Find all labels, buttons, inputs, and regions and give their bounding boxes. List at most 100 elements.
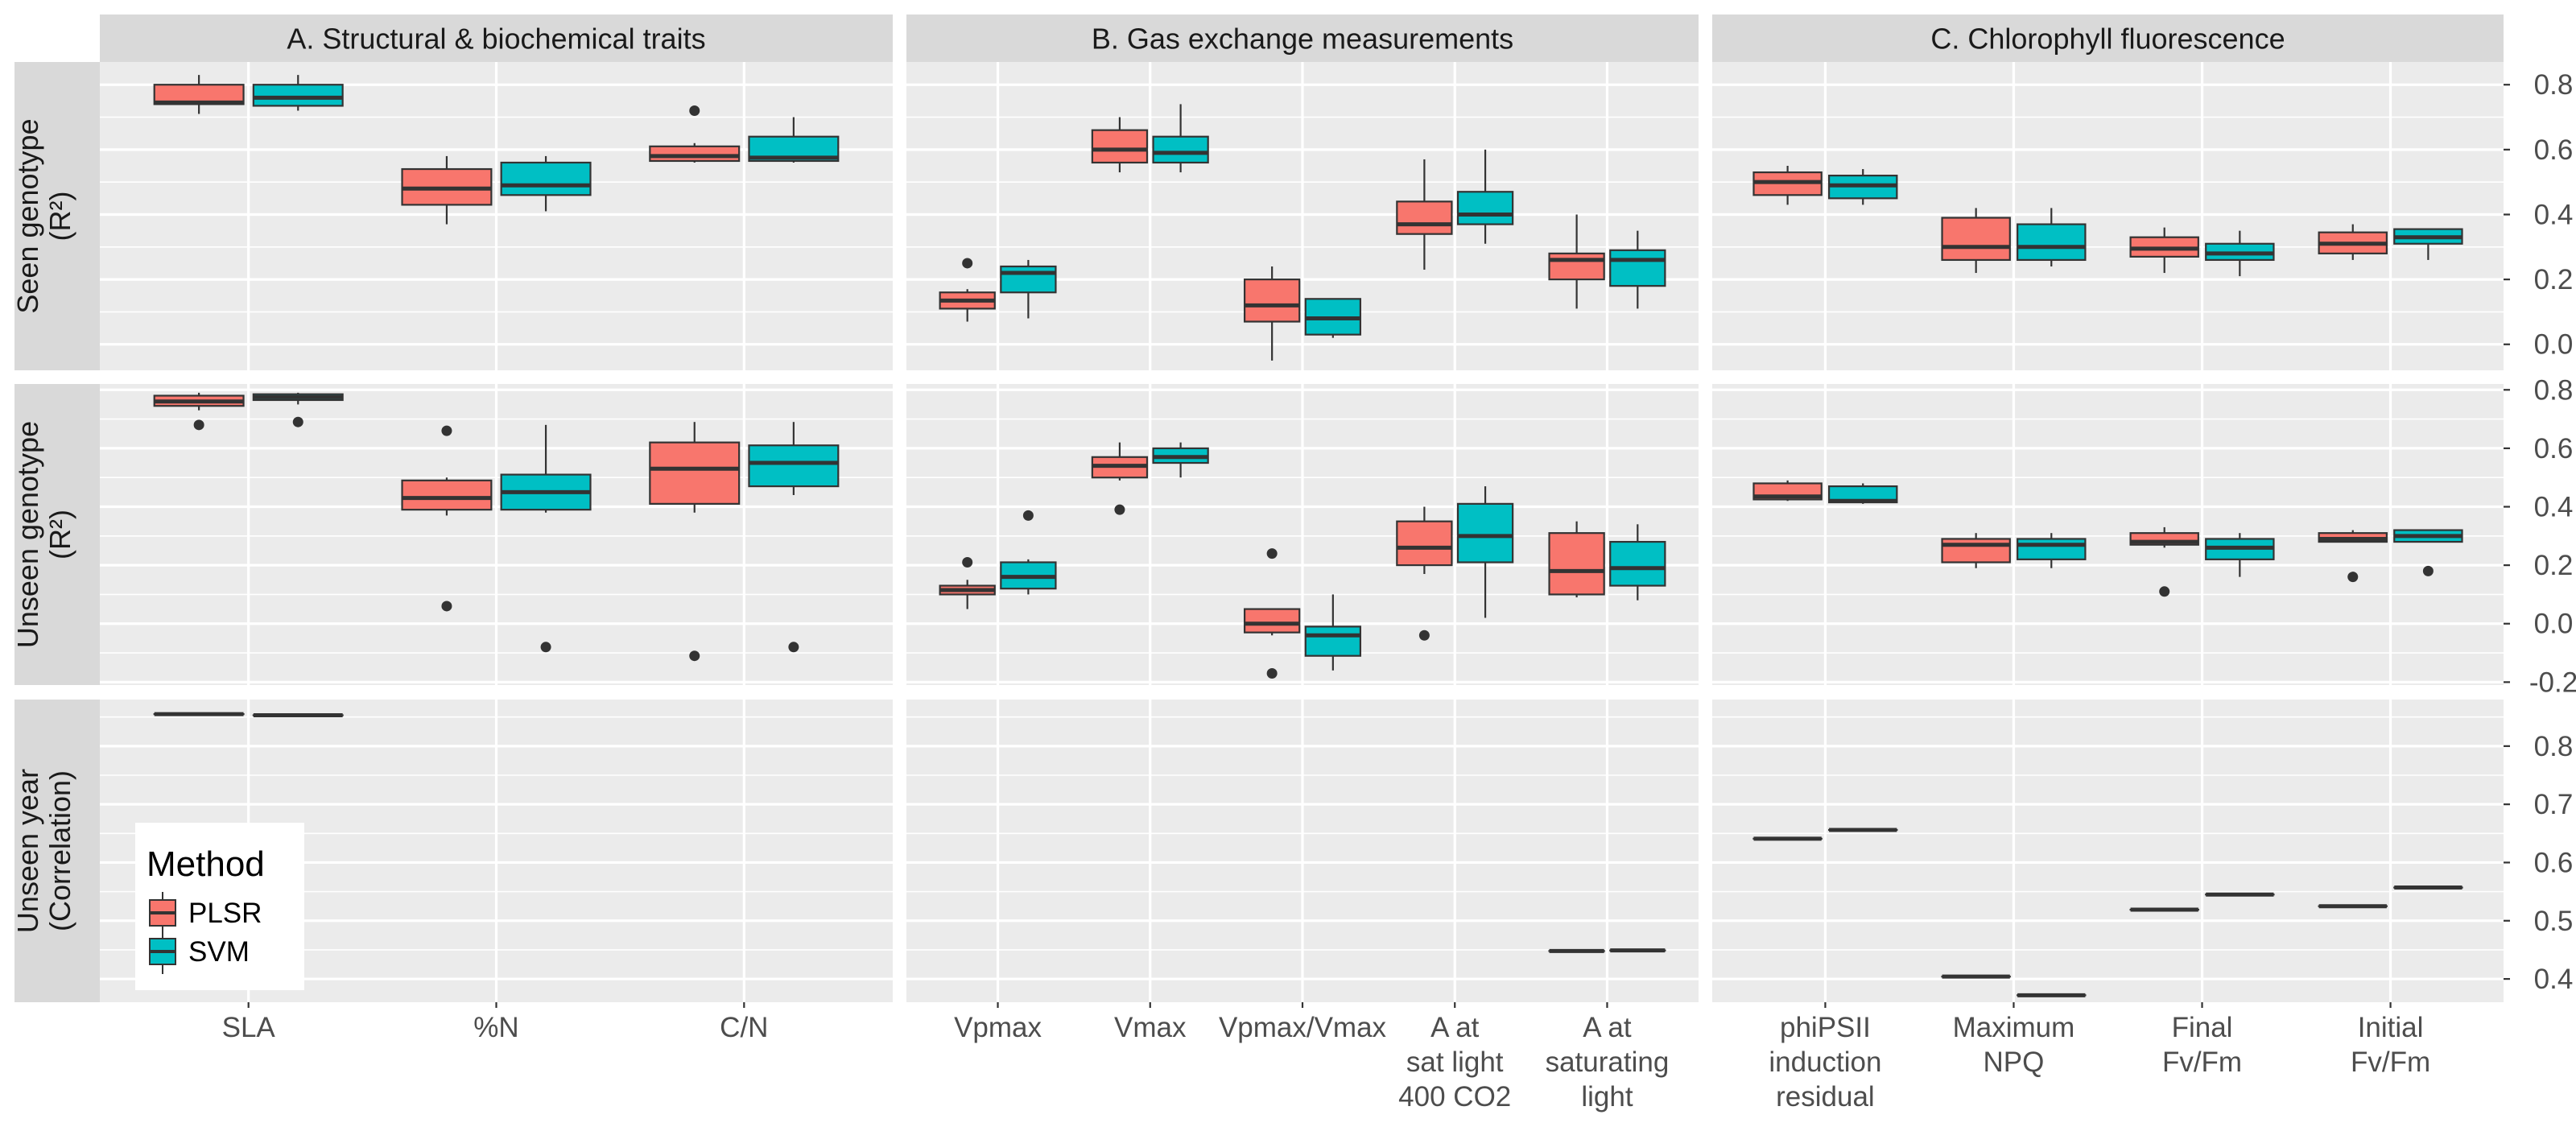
outlier-point <box>962 556 973 568</box>
iqr-box <box>1456 191 1514 225</box>
box-plsr <box>1752 480 1823 502</box>
x-tick-label: Maximum NPQ <box>1953 1012 2075 1078</box>
panel-r2-c2 <box>906 384 1699 685</box>
iqr-box <box>2017 538 2087 560</box>
y-tick-label: 0.6 <box>2534 134 2574 166</box>
y-tick-label: 0.6 <box>2534 847 2574 878</box>
outlier-point <box>788 642 799 653</box>
y-tick-label: 0.5 <box>2534 906 2574 937</box>
y-tick-label: 0.4 <box>2534 964 2574 995</box>
box-svm <box>1152 442 1209 478</box>
iqr-box <box>2017 223 2087 262</box>
iqr-box <box>649 441 741 505</box>
y-tick-label: 0.2 <box>2534 550 2574 581</box>
panel-r2-c3 <box>1712 384 2504 685</box>
column-strip-2: B. Gas exchange measurements <box>906 14 1699 62</box>
box-plsr <box>1396 159 1453 270</box>
box-plsr <box>153 75 245 114</box>
outlier-point <box>540 642 551 653</box>
box-svm <box>748 422 840 653</box>
x-tick-label: Vmax <box>1114 1012 1187 1043</box>
box-svm <box>2205 533 2275 577</box>
y-axis-row-1: 0.0 0.2 0.4 0.6 0.8 <box>2504 69 2573 361</box>
box-svm <box>1304 298 1362 338</box>
box-svm <box>500 424 592 653</box>
legend-label: SVM <box>188 936 250 968</box>
box-svm <box>1000 510 1057 595</box>
box-svm <box>2017 208 2087 266</box>
outlier-point <box>292 416 303 427</box>
x-tick-label: SLA <box>222 1012 276 1043</box>
x-tick-label: Final Fv/Fm <box>2162 1012 2242 1078</box>
legend-label: PLSR <box>188 898 262 929</box>
row-strip-1: Seen genotype(R²) <box>11 62 100 370</box>
row-strip-bg <box>14 700 100 1002</box>
iqr-box <box>649 145 741 163</box>
legend: Method PLSR SVM <box>135 823 304 990</box>
y-tick-label: 0.0 <box>2534 329 2574 361</box>
outlier-point <box>689 650 700 662</box>
box-plsr <box>1752 166 1823 205</box>
column-strip-bg <box>100 14 893 62</box>
box-svm <box>1828 483 1898 504</box>
iqr-box <box>748 444 840 488</box>
outlier-point <box>1418 630 1430 641</box>
panel-r1-c3 <box>1712 62 2504 370</box>
iqr-box <box>1243 608 1301 634</box>
outlier-point <box>2347 572 2359 583</box>
x-tick-label: Vpmax <box>954 1012 1042 1043</box>
outlier-point <box>689 105 700 116</box>
box-svm <box>1000 259 1057 319</box>
row-strip-label: Unseen genotype(R²) <box>11 421 76 648</box>
panel-background <box>1712 700 2504 1002</box>
y-tick-label: 0.4 <box>2534 492 2574 523</box>
iqr-box <box>1609 540 1666 587</box>
box-svm <box>748 117 840 163</box>
box-plsr <box>939 556 996 609</box>
x-tick-label: A at saturating light <box>1546 1012 1670 1113</box>
iqr-box <box>1456 502 1514 564</box>
box-plsr <box>401 155 493 225</box>
iqr-box <box>1243 279 1301 323</box>
box-plsr <box>939 258 996 322</box>
box-plsr <box>2129 227 2199 274</box>
row-strip-2: Unseen genotype(R²) <box>11 384 100 685</box>
panel-r1-c1 <box>100 62 893 370</box>
y-tick-label: 0.4 <box>2534 199 2574 230</box>
box-plsr <box>649 422 741 662</box>
y-tick-label: 0.6 <box>2534 433 2574 464</box>
y-tick-label: -0.2 <box>2529 667 2576 698</box>
panel-r2-c1 <box>100 384 893 685</box>
legend-item-svm: SVM <box>149 931 250 974</box>
box-plsr <box>1091 442 1149 515</box>
outlier-point <box>1114 504 1125 515</box>
iqr-box <box>1941 538 2011 564</box>
iqr-box <box>1091 129 1149 164</box>
iqr-box <box>1396 520 1453 567</box>
legend-title: Method <box>147 844 265 884</box>
box-plsr <box>1091 117 1149 173</box>
panel-r3-c3 <box>1712 700 2504 1002</box>
outlier-point <box>1266 667 1278 679</box>
iqr-box <box>1396 200 1453 235</box>
column-strip-title: B. Gas exchange measurements <box>1092 23 1513 56</box>
box-svm <box>1609 230 1666 309</box>
iqr-box <box>1304 625 1362 657</box>
row-strip-label: Unseen year(Correlation) <box>11 769 76 933</box>
box-svm <box>2393 228 2463 260</box>
box-svm <box>252 392 344 427</box>
x-tick-label: phiPSII induction residual <box>1769 1012 1881 1113</box>
row-strip-label: Seen genotype(R²) <box>11 118 76 313</box>
outlier-point <box>441 425 452 436</box>
outlier-point <box>193 419 204 431</box>
y-tick-label: 0.0 <box>2534 609 2574 640</box>
box-plsr <box>2318 530 2388 583</box>
box-svm <box>252 75 344 111</box>
box-svm <box>500 155 592 212</box>
column-strip-3: C. Chlorophyll fluorescence <box>1712 14 2504 62</box>
box-svm <box>2017 533 2087 568</box>
y-axis-row-3: 0.4 0.5 0.6 0.7 0.8 <box>2504 731 2573 995</box>
box-svm <box>2205 230 2275 277</box>
outlier-point <box>962 258 973 269</box>
